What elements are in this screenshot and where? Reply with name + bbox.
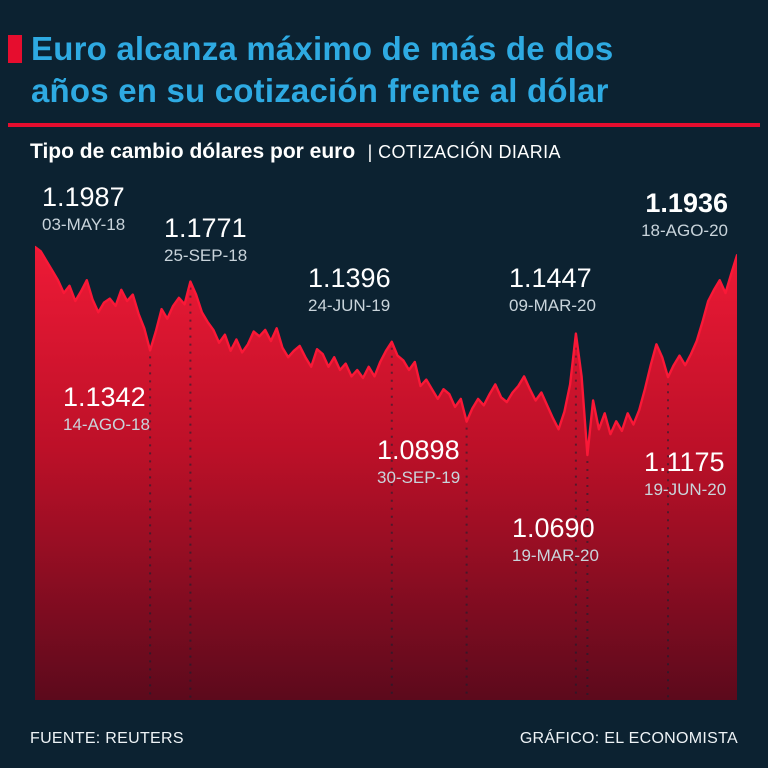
page-title-line1: Euro alcanza máximo de más de dos	[31, 30, 614, 67]
area-fill	[35, 247, 737, 700]
exchange-rate-area-chart	[33, 175, 739, 700]
page-title: Euro alcanza máximo de más de dos años e…	[31, 28, 613, 112]
footer: FUENTE: REUTERS GRÁFICO: EL ECONOMISTA	[30, 730, 738, 748]
page-title-line2: años en su cotización frente al dólar	[31, 72, 609, 110]
chart-subtitle-main: Tipo de cambio dólares por euro	[30, 140, 356, 163]
rate-line	[33, 245, 739, 457]
chart-subtitle: Tipo de cambio dólares por euro | COTIZA…	[30, 140, 561, 164]
guide-lines	[149, 287, 669, 698]
chart-svg	[33, 245, 739, 700]
chart-subtitle-secondary: | COTIZACIÓN DIARIA	[367, 142, 561, 162]
divider	[8, 123, 760, 127]
title-bullet-icon	[8, 35, 22, 63]
source-credit: FUENTE: REUTERS	[30, 730, 184, 747]
graphic-credit: GRÁFICO: EL ECONOMISTA	[519, 730, 738, 747]
header: Euro alcanza máximo de más de dos años e…	[8, 28, 760, 112]
